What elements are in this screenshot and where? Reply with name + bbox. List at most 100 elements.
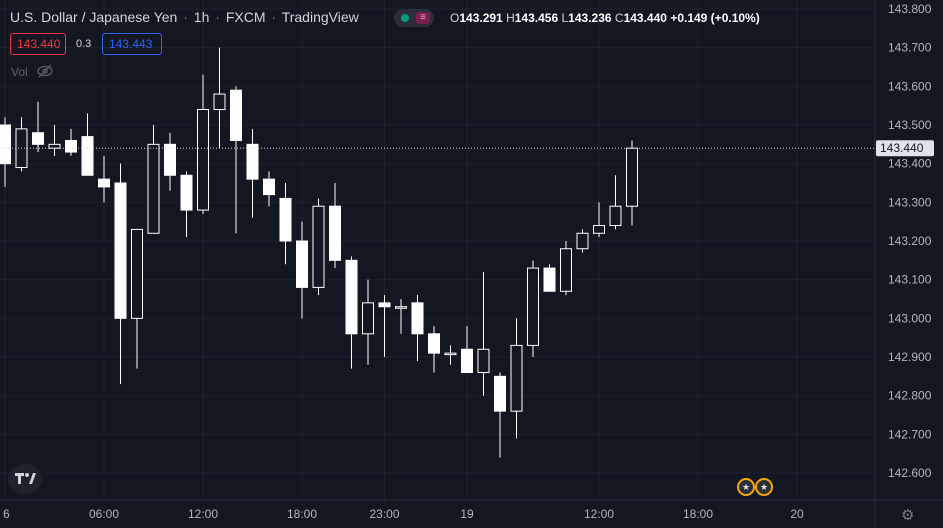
last-price-label: 143.440 [880, 141, 924, 155]
us-flag-icon[interactable]: ★ [755, 478, 773, 496]
candle [527, 260, 539, 358]
exchange-label: FXCM [225, 9, 266, 25]
time-tick-label: 19 [460, 507, 474, 521]
candle [626, 140, 638, 226]
last-price-tag: 143.440 [876, 140, 934, 157]
candle-body-down [164, 143, 176, 176]
price-tick-label: 142.600 [888, 466, 932, 480]
sell-button[interactable]: 143.440 [10, 33, 66, 55]
candle-body-up [444, 352, 457, 356]
market-status-pill[interactable]: ≡ [394, 9, 434, 27]
candle-body-up [362, 302, 374, 335]
candle-body-down [65, 139, 77, 153]
candle [32, 101, 44, 153]
gear-icon[interactable]: ⚙ [901, 507, 915, 524]
candle [164, 132, 176, 191]
candle-body-down [81, 136, 94, 176]
candle-body-up [312, 205, 325, 288]
candle [395, 299, 407, 334]
buy-button[interactable]: 143.443 [102, 33, 162, 55]
candle-body-down [411, 302, 424, 335]
ohlc-legend: O143.291 H143.456 L143.236 C143.440 +0.1… [450, 11, 760, 25]
candle-body-up [560, 248, 572, 292]
price-tick-label: 143.600 [888, 79, 932, 93]
price-tick-label: 143.500 [888, 118, 932, 132]
candle-body-up [593, 225, 605, 234]
candle-body-down [345, 259, 358, 335]
candle-body-down [98, 178, 110, 188]
candle-body-up [510, 344, 523, 412]
interval-label[interactable]: 1h [193, 9, 210, 25]
candle [428, 326, 440, 373]
symbol-name[interactable]: U.S. Dollar / Japanese Yen [10, 9, 178, 25]
candle-body-down [0, 124, 11, 165]
candle [65, 128, 77, 156]
candle-body-up [147, 143, 160, 234]
high-label: H [506, 11, 515, 25]
candle-body-down [461, 348, 473, 373]
candle [593, 202, 605, 238]
time-tick-label: 06:00 [89, 507, 119, 521]
source-label: TradingView [281, 9, 359, 25]
candle-body-down [279, 197, 292, 242]
candle [477, 271, 490, 396]
candle [345, 256, 358, 369]
time-tick-label: 18:00 [683, 507, 713, 521]
price-tick-label: 143.100 [888, 273, 932, 287]
close-value: 143.440 [623, 11, 667, 25]
tradingview-logo-icon[interactable] [8, 464, 42, 494]
open-value: 143.291 [459, 11, 503, 25]
candle [609, 175, 622, 230]
separator-dot: · [271, 9, 277, 25]
candle-body-down [494, 375, 506, 412]
candle-body-up [576, 232, 589, 250]
candle-body-up [395, 306, 407, 309]
low-value: 143.236 [568, 11, 612, 25]
candle [312, 198, 325, 296]
candle [378, 295, 391, 358]
symbol-header[interactable]: U.S. Dollar / Japanese Yen · 1h · FXCM ·… [10, 9, 359, 25]
candle-body-down [428, 333, 440, 354]
price-tick-label: 143.400 [888, 157, 932, 171]
candle-body-up [626, 147, 638, 207]
eye-hidden-icon[interactable] [36, 64, 54, 78]
candle [246, 128, 259, 218]
candle-body-up [213, 93, 226, 111]
candle [279, 183, 292, 265]
time-axis[interactable]: 6 06:00 12:00 18:00 23:00 19 12:00 18:00 20 [3, 507, 804, 521]
candle [81, 113, 94, 176]
separator-dot: · [215, 9, 220, 25]
candle-body-down [114, 182, 127, 319]
us-flag-icon[interactable]: ★ [737, 478, 755, 496]
price-tick-label: 143.300 [888, 195, 932, 209]
open-label: O [450, 11, 460, 25]
candle [576, 229, 589, 253]
price-tick-label: 143.700 [888, 41, 932, 55]
separator-dot: · [183, 9, 188, 25]
candle [147, 125, 160, 234]
time-tick-label: 12:00 [188, 507, 218, 521]
candle [543, 264, 556, 292]
candle [362, 279, 374, 365]
candle [461, 326, 473, 373]
time-tick-label: 18:00 [287, 507, 317, 521]
price-tick-label: 143.000 [888, 311, 932, 325]
candle-body-down [543, 267, 556, 292]
candle [296, 221, 308, 319]
candle [510, 318, 523, 439]
candle-body-down [230, 89, 242, 141]
candle-body-down [263, 178, 275, 196]
hamburger-icon[interactable]: ≡ [416, 12, 430, 24]
candle [114, 163, 127, 385]
spread-value: 0.3 [76, 38, 92, 50]
candle-body-up [48, 143, 61, 149]
time-tick-label: 23:00 [369, 507, 399, 521]
market-open-dot-icon [401, 14, 409, 22]
candle-body-down [296, 240, 308, 288]
volume-label[interactable]: Vol [11, 65, 28, 79]
price-axis[interactable]: 143.800 143.700 143.600 143.500 143.400 143.3… [888, 2, 932, 480]
candle [48, 125, 61, 156]
candle [98, 155, 110, 203]
